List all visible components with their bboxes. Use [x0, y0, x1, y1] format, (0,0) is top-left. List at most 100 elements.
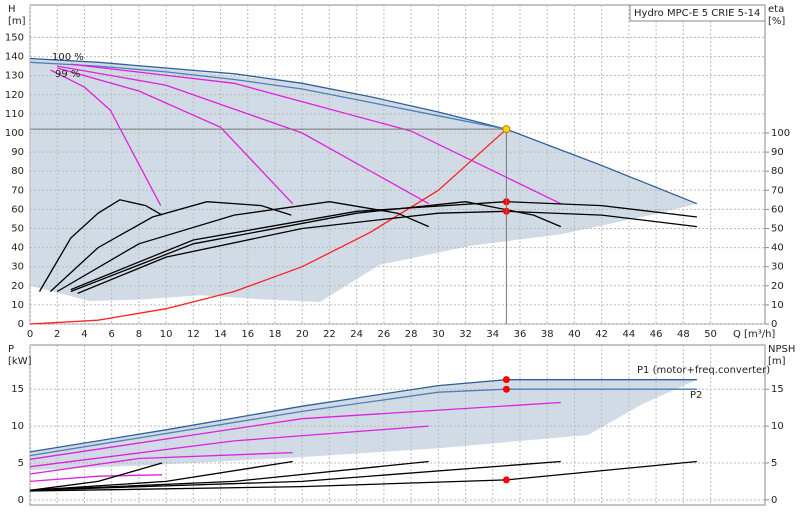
x-tick-label: 36: [514, 329, 527, 340]
y-tick-label: 70: [11, 185, 24, 196]
x-tick-label: 2: [54, 329, 60, 340]
y-tick-label: 0: [18, 319, 24, 330]
x-tick-label: 38: [541, 329, 554, 340]
curve: [29, 128, 507, 325]
y2-tick-label: 15: [771, 384, 784, 395]
y-tick-label: 50: [11, 223, 24, 234]
y-tick-label: 20: [11, 281, 24, 292]
x-tick-label: 48: [677, 329, 690, 340]
y-tick-label: 30: [11, 262, 24, 273]
curve: [57, 65, 430, 205]
y-tick-label: 5: [18, 458, 24, 469]
y2-axis-label: [m]: [768, 356, 786, 367]
y2-tick-label: 10: [771, 300, 784, 311]
x-tick-label: 16: [241, 329, 254, 340]
chart-title: Hydro MPC-E 5 CRIE 5-14: [634, 8, 760, 19]
annotation: 99 %: [55, 69, 80, 80]
y2-tick-label: 90: [771, 147, 784, 158]
y2-tick-label: 80: [771, 166, 784, 177]
x-tick-label: 0: [27, 329, 33, 340]
curve: [29, 460, 697, 492]
curve: [29, 460, 429, 491]
curve: [29, 474, 163, 483]
operating-area: [30, 58, 697, 302]
point-marker: [502, 125, 511, 134]
y-tick-label: 120: [5, 90, 24, 101]
y2-tick-label: 0: [771, 319, 777, 330]
x-tick-label: 40: [568, 329, 581, 340]
x-tick-label: 28: [405, 329, 418, 340]
y2-axis-label: eta: [768, 4, 784, 15]
y2-tick-label: 50: [771, 223, 784, 234]
y2-axis-label: NPSH: [768, 344, 795, 355]
curve: [29, 460, 561, 491]
point-marker: [502, 385, 510, 393]
annotation: P2: [690, 390, 702, 401]
y2-tick-label: 20: [771, 281, 784, 292]
x-tick-label: 10: [160, 329, 173, 340]
y-tick-label: 110: [5, 109, 24, 120]
curve: [29, 379, 697, 453]
x-tick-label: 12: [187, 329, 200, 340]
y2-tick-label: 40: [771, 243, 784, 254]
x-tick-label: 46: [650, 329, 663, 340]
curve: [50, 69, 162, 206]
x-tick-label: 18: [269, 329, 282, 340]
curve: [29, 462, 163, 491]
y-tick-label: 130: [5, 71, 24, 82]
x-tick-label: 30: [432, 329, 445, 340]
y2-tick-label: 100: [771, 128, 790, 139]
x-axis-label: Q [m³/h]: [733, 329, 775, 340]
x-tick-label: 50: [704, 329, 717, 340]
curve: [70, 201, 697, 291]
y-tick-label: 15: [11, 384, 24, 395]
y-tick-label: 10: [11, 421, 24, 432]
curve: [77, 210, 697, 295]
curve: [29, 61, 507, 130]
curve: [70, 63, 562, 205]
x-tick-label: 20: [296, 329, 309, 340]
y-axis-label: [m]: [8, 16, 26, 27]
annotation: 100 %: [52, 52, 84, 63]
y2-tick-label: 70: [771, 185, 784, 196]
y-tick-label: 80: [11, 166, 24, 177]
y-tick-label: 0: [18, 495, 24, 506]
y-tick-label: 40: [11, 243, 24, 254]
x-tick-label: 14: [214, 329, 227, 340]
y2-tick-label: 10: [771, 421, 784, 432]
curve: [38, 199, 163, 292]
point-marker: [502, 376, 510, 384]
y-tick-label: 100: [5, 128, 24, 139]
x-tick-label: 44: [623, 329, 636, 340]
curve: [29, 425, 429, 468]
x-tick-label: 34: [486, 329, 499, 340]
curve: [29, 57, 698, 205]
curve: [56, 201, 430, 293]
y-tick-label: 90: [11, 147, 24, 158]
x-tick-label: 26: [378, 329, 391, 340]
y2-tick-label: 60: [771, 204, 784, 215]
y2-tick-label: 0: [771, 495, 777, 506]
y-axis-label: P: [8, 344, 14, 355]
x-tick-label: 4: [81, 329, 87, 340]
y2-tick-label: 30: [771, 262, 784, 273]
x-tick-label: 6: [108, 329, 114, 340]
curve: [29, 388, 697, 457]
operating-area: [30, 379, 697, 471]
point-marker: [502, 476, 510, 484]
x-tick-label: 22: [323, 329, 336, 340]
curve: [29, 460, 293, 491]
y-tick-label: 10: [11, 300, 24, 311]
curve: [57, 67, 294, 205]
curve: [29, 401, 561, 460]
y2-axis-label: [%]: [768, 16, 785, 27]
x-tick-label: 42: [595, 329, 608, 340]
y2-tick-label: 5: [771, 458, 777, 469]
title-box: [629, 4, 766, 22]
y-tick-label: 150: [5, 32, 24, 43]
x-tick-label: 8: [136, 329, 142, 340]
x-tick-label: 24: [350, 329, 363, 340]
y-tick-label: 60: [11, 204, 24, 215]
